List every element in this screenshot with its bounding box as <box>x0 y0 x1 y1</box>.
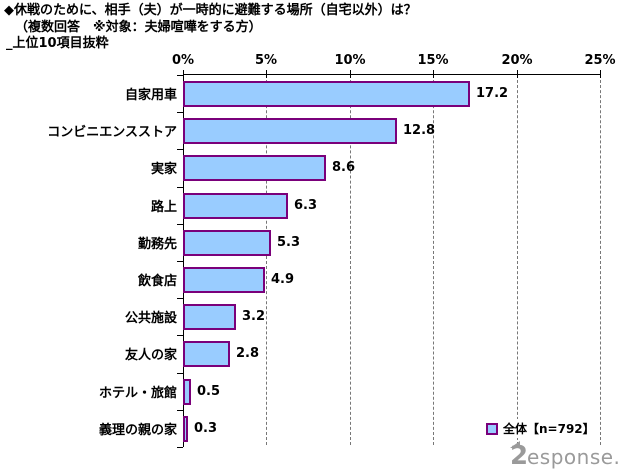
category-label: 路上 <box>150 200 177 215</box>
bar-value-label: 12.8 <box>403 123 436 138</box>
x-axis-tick-mark <box>600 70 601 78</box>
y-axis-tick-mark <box>177 261 183 262</box>
bar <box>183 118 397 144</box>
gridline-10pct <box>350 75 351 445</box>
bar-value-label: 6.3 <box>294 198 318 213</box>
x-axis-tick-label: 10% <box>334 53 366 68</box>
gridline-5pct <box>266 75 267 445</box>
y-axis-tick-mark <box>177 335 183 336</box>
category-label: 友人の家 <box>124 348 177 363</box>
category-label: 勤務先 <box>137 237 177 252</box>
y-axis-tick-mark <box>177 224 183 225</box>
category-label: 公共施設 <box>124 311 177 326</box>
logo-r-glyph: 2 <box>510 441 528 469</box>
bar <box>183 304 236 330</box>
value-axis-line <box>183 74 601 75</box>
x-axis-tick-mark <box>517 70 518 78</box>
chart-note: _上位10項目抜粋 <box>6 36 109 51</box>
y-axis-tick-mark <box>177 373 183 374</box>
y-axis-tick-mark <box>177 447 183 448</box>
category-label: 飲食店 <box>137 274 177 289</box>
bar-value-label: 8.6 <box>332 160 356 175</box>
bar-value-label: 0.3 <box>194 421 218 436</box>
y-axis-tick-mark <box>177 410 183 411</box>
x-axis-tick-mark <box>350 70 351 78</box>
response-logo: 2 esponse. <box>510 439 640 472</box>
category-label: 自家用車 <box>124 88 177 103</box>
bar <box>183 193 288 219</box>
response-logo-graphic: 2 esponse. <box>510 441 620 471</box>
bar-value-label: 0.5 <box>197 384 221 399</box>
bar-value-label: 5.3 <box>277 235 301 250</box>
x-axis-tick-label: 15% <box>417 53 449 68</box>
bar-value-label: 2.8 <box>236 346 260 361</box>
y-axis-tick-mark <box>177 149 183 150</box>
bar <box>183 416 188 442</box>
x-axis-tick-mark <box>183 70 184 78</box>
x-axis-tick-label: 5% <box>254 53 278 68</box>
legend-swatch <box>486 422 498 435</box>
category-label: コンビニエンスストア <box>47 125 177 140</box>
category-axis-line <box>183 70 184 447</box>
logo-arrow-icon <box>510 441 520 448</box>
chart-subtitle: （複数回答 ※対象：夫婦喧嘩をする方） <box>15 20 262 35</box>
logo-wordmark: esponse. <box>527 445 620 469</box>
y-axis-tick-mark <box>177 298 183 299</box>
gridline-15pct <box>433 75 434 445</box>
category-label: ホテル・旅館 <box>98 386 177 401</box>
legend-label: 全体【n=792】 <box>503 422 595 436</box>
bar <box>183 267 265 293</box>
bar <box>183 341 230 367</box>
bar <box>183 155 326 181</box>
category-label: 義理の親の家 <box>98 423 177 438</box>
bar <box>183 379 191 405</box>
y-axis-tick-mark <box>177 75 183 76</box>
legend: 全体【n=792】 <box>483 419 598 438</box>
gridline-25pct <box>600 75 601 445</box>
x-axis-tick-label: 25% <box>584 53 616 68</box>
category-label: 実家 <box>150 162 177 177</box>
gridline-20pct <box>517 75 518 445</box>
bar-value-label: 3.2 <box>242 309 266 324</box>
bar-value-label: 4.9 <box>271 272 295 287</box>
chart-title: ◆休戦のために、相手（夫）が一時的に避難する場所（自宅以外）は？ <box>4 3 417 18</box>
bar <box>183 230 271 256</box>
bar-value-label: 17.2 <box>476 86 509 101</box>
bar <box>183 81 470 107</box>
y-axis-tick-mark <box>177 112 183 113</box>
x-axis-tick-mark <box>266 70 267 78</box>
x-axis-tick-label: 0% <box>171 53 195 68</box>
y-axis-tick-mark <box>177 187 183 188</box>
x-axis-tick-label: 20% <box>501 53 533 68</box>
x-axis-tick-mark <box>433 70 434 78</box>
